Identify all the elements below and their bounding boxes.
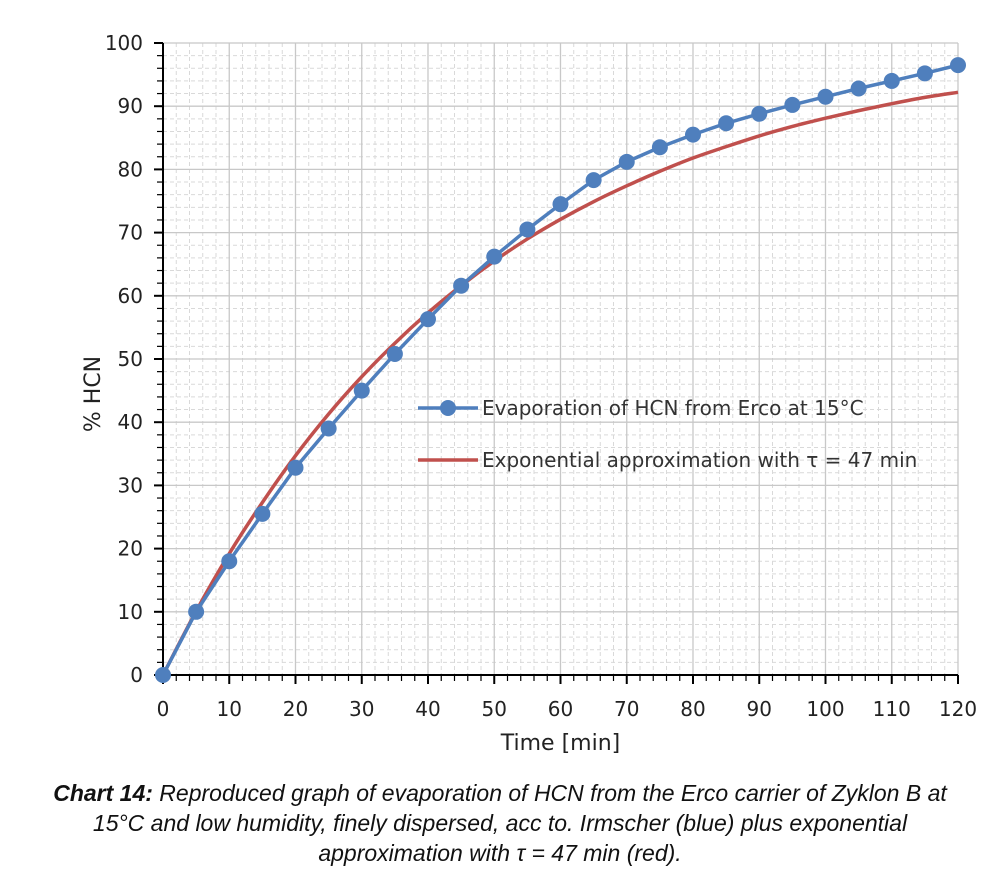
data-point bbox=[850, 80, 867, 97]
chart-axes: 0 10 20 30 40 50 60 70 80 90 100 110 120 0 10 20 30 40 50 6… bbox=[105, 31, 977, 721]
x-tick-label: 0 bbox=[157, 697, 170, 721]
x-tick-label: 10 bbox=[217, 697, 242, 721]
data-point bbox=[585, 172, 602, 189]
data-point bbox=[221, 553, 238, 570]
data-point bbox=[718, 115, 735, 132]
y-axis-title: % HCN bbox=[81, 356, 106, 432]
y-tick-label: 30 bbox=[118, 473, 143, 497]
legend-entry: Exponential approximation with τ = 47 mi… bbox=[418, 448, 917, 472]
y-tick-label: 40 bbox=[118, 410, 143, 434]
legend-label: Evaporation of HCN from Erco at 15°C bbox=[482, 396, 864, 420]
y-tick-label: 0 bbox=[130, 663, 143, 687]
data-point bbox=[552, 196, 569, 213]
data-point bbox=[453, 277, 470, 294]
x-tick-label: 20 bbox=[283, 697, 308, 721]
chart-caption: Chart 14: Reproduced graph of evaporatio… bbox=[40, 778, 960, 868]
hcn-evaporation-chart: 0 10 20 30 40 50 60 70 80 90 100 110 120 0 10 20 30 40 50 6… bbox=[81, 31, 977, 756]
data-point bbox=[751, 105, 768, 122]
y-tick-label: 50 bbox=[118, 347, 143, 371]
legend-marker bbox=[440, 400, 456, 416]
data-point bbox=[519, 221, 536, 238]
data-point bbox=[155, 667, 171, 683]
data-point bbox=[254, 505, 271, 522]
y-tick-label: 60 bbox=[118, 284, 143, 308]
x-tick-label: 110 bbox=[873, 697, 911, 721]
data-point bbox=[685, 126, 701, 143]
data-point bbox=[651, 139, 668, 156]
x-tick-label: 100 bbox=[806, 697, 844, 721]
series-line-exponential bbox=[161, 90, 959, 676]
caption-label: Chart 14: bbox=[53, 780, 153, 806]
y-tick-label: 70 bbox=[118, 221, 143, 245]
x-tick-label: 60 bbox=[548, 697, 573, 721]
data-point bbox=[353, 382, 370, 399]
y-tick-label: 100 bbox=[105, 31, 143, 55]
legend: Evaporation of HCN from Erco at 15°C Expo… bbox=[418, 396, 917, 472]
data-point bbox=[950, 57, 966, 74]
series-layer bbox=[155, 57, 966, 683]
x-tick-label: 50 bbox=[482, 697, 507, 721]
data-point bbox=[883, 72, 900, 89]
x-tick-label: 120 bbox=[939, 697, 977, 721]
data-point bbox=[486, 248, 503, 265]
chart-grid bbox=[162, 42, 959, 676]
data-point bbox=[618, 153, 635, 170]
x-tick-label: 90 bbox=[747, 697, 772, 721]
caption-text: Reproduced graph of evaporation of HCN f… bbox=[92, 780, 947, 866]
x-tick-label: 30 bbox=[349, 697, 374, 721]
legend-label: Exponential approximation with τ = 47 mi… bbox=[482, 448, 917, 472]
y-tick-label: 90 bbox=[118, 94, 143, 118]
x-tick-label: 80 bbox=[680, 697, 705, 721]
x-tick-label: 40 bbox=[415, 697, 440, 721]
legend-entry: Evaporation of HCN from Erco at 15°C bbox=[418, 396, 864, 420]
x-tick-label: 70 bbox=[614, 697, 639, 721]
data-point bbox=[784, 96, 801, 113]
y-tick-label: 80 bbox=[118, 157, 143, 181]
data-point bbox=[386, 345, 403, 362]
data-point bbox=[420, 311, 436, 328]
data-point bbox=[188, 603, 205, 620]
y-tick-label: 20 bbox=[118, 537, 143, 561]
data-point bbox=[817, 88, 834, 105]
data-point bbox=[287, 459, 304, 476]
data-point bbox=[320, 420, 337, 437]
x-axis-title: Time [min] bbox=[500, 731, 621, 756]
data-point bbox=[916, 65, 933, 82]
y-tick-label: 10 bbox=[118, 600, 143, 624]
